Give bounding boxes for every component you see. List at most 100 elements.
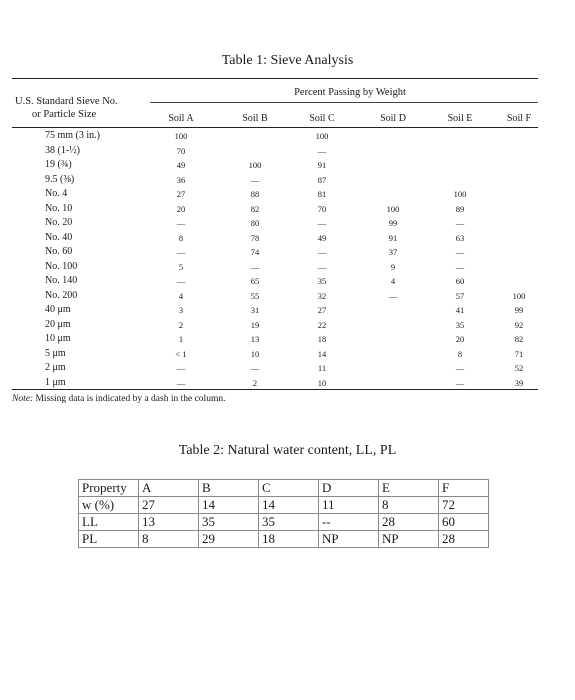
table-cell: — [388,290,398,301]
row-label: 9.5 (⅜) [45,173,75,185]
table-cell: — [317,145,327,156]
table-cell: 14 [258,496,319,514]
soil-header: Soil A [168,113,194,124]
table-cell: 70 [317,203,327,214]
table-cell: 52 [514,363,524,373]
soil-header: Soil D [380,113,406,124]
table-cell: 2 [252,377,258,388]
table-cell: 8 [457,348,463,359]
table-cell: 88 [250,189,260,199]
table-cell: 29 [198,530,259,548]
table-cell: 100 [315,131,329,141]
table-cell: 100 [512,290,526,301]
table-row: PL 8 29 18 NP NP 28 [78,530,489,548]
table-cell: 100 [453,189,467,199]
row-label: 20 μm [45,318,71,330]
table-row: Property A B C D E F [78,479,489,497]
table-cell: 20 [455,334,465,344]
table-cell: 14 [317,348,327,359]
table-cell: 60 [455,276,465,286]
table-cell: 8 [178,232,184,243]
table-cell: 55 [250,290,260,301]
row-label: No. 40 [45,231,73,243]
table-cell: 4 [178,290,184,301]
table-cell: 49 [176,160,186,170]
table-cell: 8 [378,496,439,514]
table-cell: 2 [178,319,184,330]
table-cell: 10 [317,377,327,388]
table-cell: 80 [250,218,260,228]
table-cell: 74 [250,247,260,257]
table-cell: 37 [388,247,398,257]
row-label: No. 60 [45,246,73,257]
table-cell: — [176,247,186,257]
note-text: Missing data is indicated by a dash in t… [33,394,226,404]
table1-top-rule [12,78,538,79]
table-cell: 63 [455,232,465,243]
table-cell: 87 [317,174,327,185]
row-label: 5 μm [45,347,66,359]
table-cell: — [455,261,465,272]
table-cell: LL [78,513,139,531]
table-cell: 20 [176,203,186,214]
table-cell: — [455,247,465,257]
table-cell: 99 [514,305,524,315]
table-cell: 35 [258,513,319,531]
table-cell: — [176,377,186,388]
table-cell: 11 [318,496,379,514]
table-cell: 35 [317,276,327,286]
soil-header: Soil B [242,113,268,124]
table-cell: D [318,479,379,497]
percent-passing-rule [150,102,538,103]
soil-header: Soil E [447,113,473,124]
table-cell: 13 [138,513,199,531]
table-cell: NP [378,530,439,548]
table-cell: 72 [438,496,489,514]
table-cell: 91 [317,160,327,170]
table2-title: Table 2: Natural water content, LL, PL [178,443,397,458]
row-label: 38 (1-½) [45,144,80,156]
table-cell: 14 [198,496,259,514]
table-cell: 11 [317,363,327,373]
table-cell: 18 [317,334,327,344]
table1-bottom-rule [12,389,538,390]
row-label: 75 mm (3 in.) [45,130,100,141]
table-cell: NP [318,530,379,548]
table-cell: — [317,247,327,257]
table-cell: 10 [250,348,260,359]
row-label: No. 100 [45,260,78,272]
table-cell: E [378,479,439,497]
table-cell: 27 [138,496,199,514]
table-cell: 8 [138,530,199,548]
table-cell: — [250,261,260,272]
table-cell: 100 [386,203,400,214]
table1-note: Note: Missing data is indicated by a das… [12,394,225,404]
table-cell: C [258,479,319,497]
table-cell: 70 [176,145,186,156]
table-cell: PL [78,530,139,548]
table-cell: 39 [514,377,524,388]
table-cell: — [455,363,465,373]
table1-title: Table 1: Sieve Analysis [221,53,354,68]
table-cell: -- [318,513,379,531]
table-cell: — [176,276,186,286]
table-cell: 100 [248,160,262,170]
row-label: No. 140 [45,275,78,286]
table-cell: — [455,218,465,228]
soil-header: Soil C [309,113,335,124]
sieve-header-line1: U.S. Standard Sieve No. [15,96,118,107]
row-label: 1 μm [45,376,66,388]
table-cell: 18 [258,530,319,548]
row-label: 2 μm [45,362,66,373]
table-cell: 4 [390,276,396,286]
row-label: No. 20 [45,217,73,228]
table-cell: 57 [455,290,465,301]
table-cell: 82 [250,203,260,214]
table1-header-rule [12,127,538,128]
table-cell: 81 [317,189,327,199]
table-cell: 36 [176,174,186,185]
row-label: No. 200 [45,289,78,301]
row-label: 19 (¾) [45,159,72,170]
row-label: No. 4 [45,188,68,199]
table-cell: 28 [378,513,439,531]
